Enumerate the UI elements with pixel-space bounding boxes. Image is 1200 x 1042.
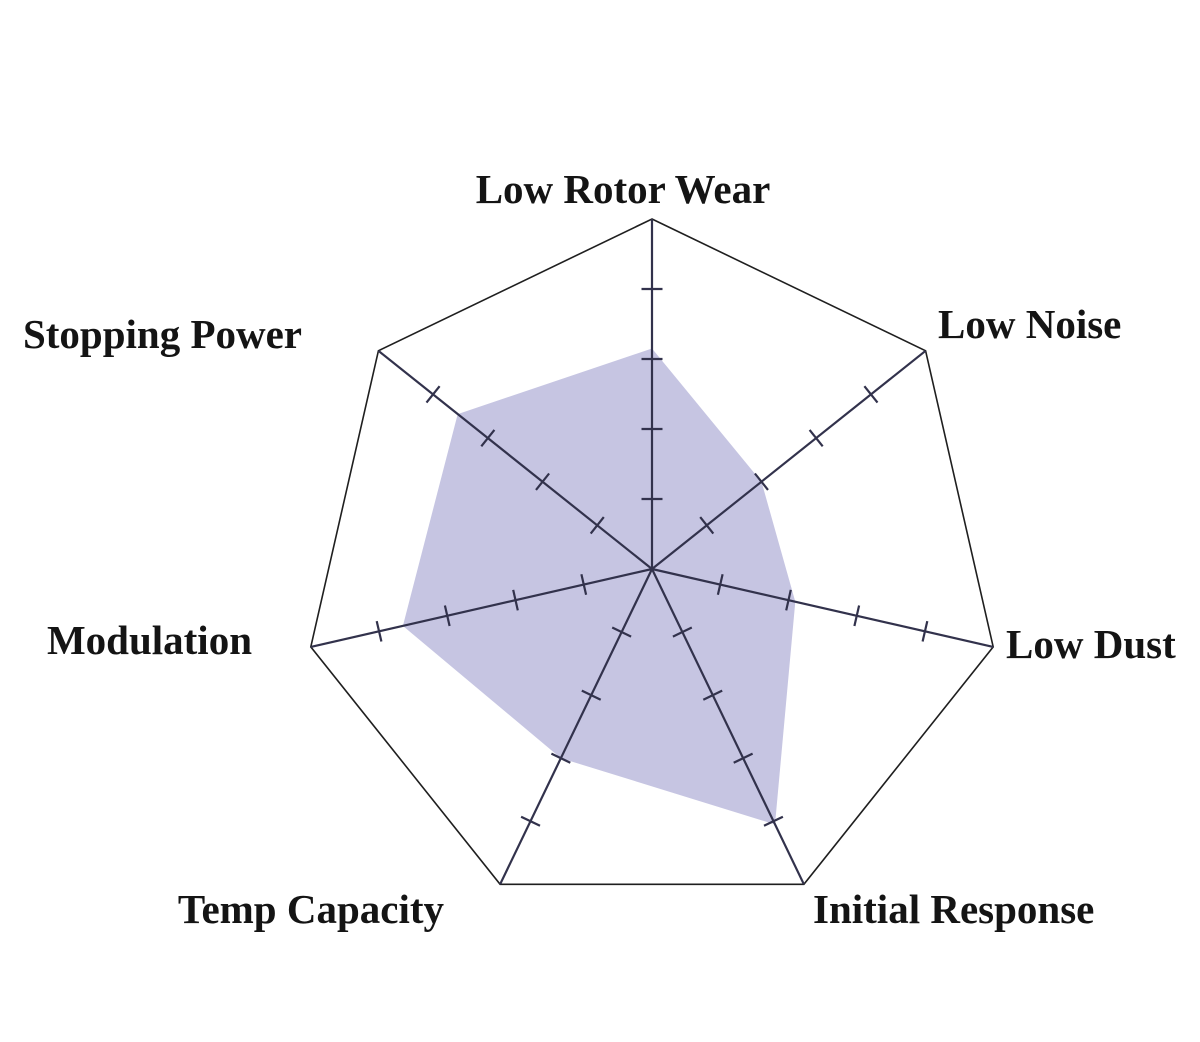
axis-label-low-noise: Low Noise (938, 301, 1121, 347)
tick-mark (611, 626, 632, 638)
axis-line-5 (310, 567, 653, 648)
tick-mark (702, 689, 723, 701)
tick-mark (520, 815, 541, 827)
tick-mark (580, 574, 588, 596)
tick-mark (581, 689, 602, 701)
tick-mark (853, 605, 861, 627)
axis-label-temp-capacity: Temp Capacity (178, 886, 445, 932)
tick-mark (921, 620, 929, 642)
tick-mark (863, 385, 879, 404)
axis-label-initial-response: Initial Response (813, 886, 1094, 932)
tick-mark (443, 605, 451, 627)
tick-mark (480, 429, 496, 447)
tick-mark (754, 472, 769, 491)
tick-mark (589, 516, 605, 535)
axis-line-1 (651, 349, 927, 570)
tick-mark (785, 589, 792, 611)
axis-line-6 (377, 349, 653, 570)
tick-mark (425, 385, 441, 404)
data-polygon (402, 348, 796, 825)
tick-mark (763, 815, 784, 827)
axis-label-stopping-power: Stopping Power (23, 311, 302, 357)
tick-mark (716, 574, 724, 596)
tick-mark (672, 626, 693, 638)
tick-mark (808, 429, 824, 447)
axis-line-3 (651, 568, 805, 885)
tick-mark (733, 752, 754, 764)
tick-mark (535, 472, 550, 491)
axis-line-4 (499, 568, 653, 885)
axis-label-low-rotor-wear: Low Rotor Wear (476, 166, 771, 212)
outer-web-polygon (309, 218, 995, 886)
tick-mark (699, 516, 715, 535)
axis-line-2 (651, 567, 994, 648)
axis-label-low-dust: Low Dust (1006, 621, 1176, 667)
tick-mark (550, 752, 571, 764)
axis-label-modulation: Modulation (47, 617, 252, 663)
tick-mark (375, 620, 383, 642)
tick-mark (512, 589, 519, 611)
